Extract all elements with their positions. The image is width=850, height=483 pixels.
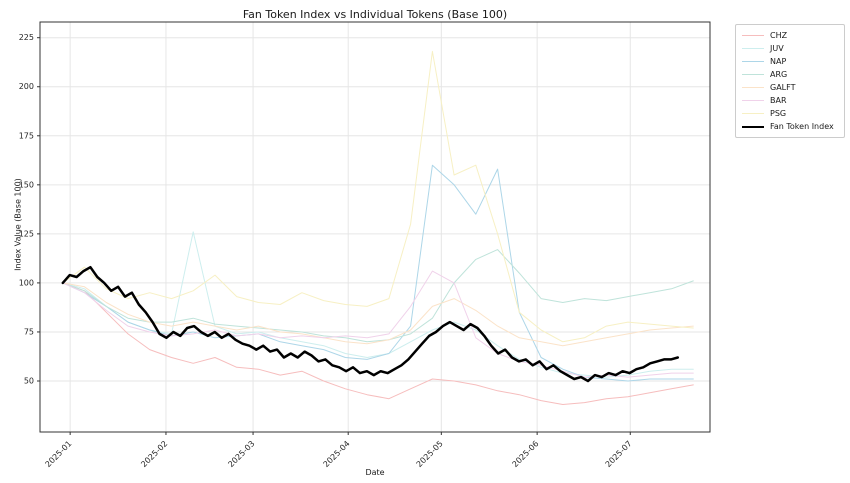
series-line-juv bbox=[62, 231, 694, 378]
y-tick-label: 75 bbox=[24, 327, 34, 336]
legend-item-arg: ARG bbox=[742, 68, 838, 81]
legend-label: NAP bbox=[770, 57, 787, 66]
legend-label: PSG bbox=[770, 109, 787, 118]
legend-item-galft: GALFT bbox=[742, 81, 838, 94]
legend-line-swatch bbox=[742, 35, 764, 36]
y-tick-label: 50 bbox=[24, 376, 34, 385]
legend-line-swatch bbox=[742, 100, 764, 101]
y-tick-label: 175 bbox=[19, 131, 34, 140]
legend-item-nap: NAP bbox=[742, 55, 838, 68]
x-tick-label: 2025-03 bbox=[226, 439, 256, 469]
legend-item-bar: BAR bbox=[742, 94, 838, 107]
legend-line-swatch bbox=[742, 125, 764, 128]
x-tick-label: 2025-01 bbox=[44, 439, 74, 469]
legend-label: JUV bbox=[770, 44, 784, 53]
legend-item-chz: CHZ bbox=[742, 29, 838, 42]
legend-item-fan-token-index: Fan Token Index bbox=[742, 120, 838, 133]
legend-line-swatch bbox=[742, 87, 764, 88]
legend-line-swatch bbox=[742, 74, 764, 75]
series-line-arg bbox=[62, 249, 694, 343]
legend-item-psg: PSG bbox=[742, 107, 838, 120]
legend-line-swatch bbox=[742, 48, 764, 49]
series-line-psg bbox=[62, 50, 694, 343]
legend-label: Fan Token Index bbox=[770, 122, 834, 131]
y-tick-label: 225 bbox=[19, 33, 34, 42]
plot-border bbox=[39, 21, 711, 433]
series-line-bar bbox=[62, 270, 694, 378]
legend-box: CHZ JUV NAP ARG GALFT BAR PSG Fan Token Index bbox=[735, 24, 845, 138]
y-tick-label: 100 bbox=[19, 278, 34, 287]
x-tick-label: 2025-06 bbox=[511, 439, 541, 469]
legend-line-swatch bbox=[742, 113, 764, 114]
series-line-galft bbox=[62, 282, 694, 347]
legend-label: GALFT bbox=[770, 83, 796, 92]
series-line-chz bbox=[62, 282, 694, 405]
y-tick-label: 150 bbox=[19, 180, 34, 189]
legend-label: ARG bbox=[770, 70, 788, 79]
x-tick-label: 2025-05 bbox=[415, 439, 445, 469]
x-axis-label: Date bbox=[365, 468, 385, 477]
x-tick-label: 2025-04 bbox=[322, 439, 352, 469]
chart-title: Fan Token Index vs Individual Tokens (Ba… bbox=[242, 8, 508, 21]
series-line-fan-token-index bbox=[61, 265, 680, 383]
legend-label: CHZ bbox=[770, 31, 788, 40]
legend-label: BAR bbox=[770, 96, 787, 105]
y-tick-label: 125 bbox=[19, 229, 34, 238]
x-tick-label: 2025-07 bbox=[604, 439, 634, 469]
y-tick-label: 200 bbox=[19, 82, 34, 91]
legend-line-swatch bbox=[742, 61, 764, 62]
legend-item-juv: JUV bbox=[742, 42, 838, 55]
x-tick-label: 2025-02 bbox=[139, 439, 169, 469]
series-line-nap bbox=[62, 164, 694, 382]
